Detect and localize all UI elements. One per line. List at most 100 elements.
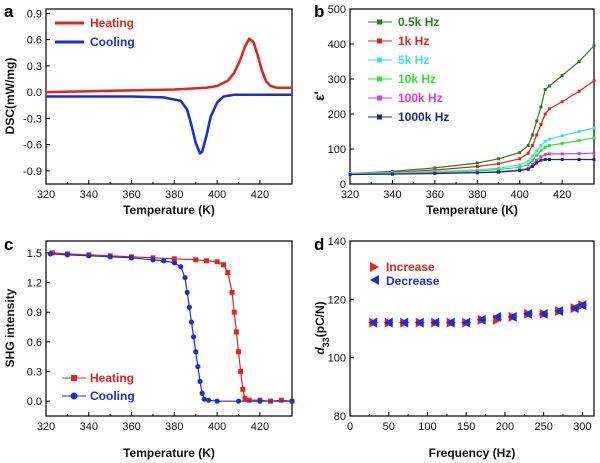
xtick-label: 300 [573,421,591,433]
data-point [240,386,246,392]
data-point [592,79,596,83]
xtick-label: 340 [383,189,401,201]
data-point [526,151,530,155]
legend-c-cooling: Cooling [90,389,135,403]
data-point [539,158,543,162]
data-point [461,317,471,328]
xtick-label: 400 [511,189,529,201]
xtick-label: 420 [251,421,269,433]
ytick-label: -0.6 [23,140,42,152]
xtick-label: 340 [80,421,98,433]
legend-b-marker [377,114,382,120]
data-point [171,256,177,262]
legend-b-item: 1k Hz [398,34,429,48]
data-point [475,171,479,175]
ytick-label: 200 [328,109,346,121]
data-point [592,136,596,140]
data-point [430,317,440,328]
xtick-label: 360 [122,189,140,201]
data-point [203,258,209,264]
legend-b-marker [377,95,382,101]
data-point [577,152,581,156]
data-point [592,126,596,130]
data-point [535,133,539,137]
panel-b-frame [349,8,595,185]
ytick-label: -0.9 [23,166,42,178]
data-point [538,308,548,319]
legend-b-item: 1000k Hz [398,110,449,124]
ytick-label: 80 [334,411,346,423]
data-point [182,274,188,281]
ytick-label: 0.3 [27,61,42,73]
data-point [235,398,242,404]
data-point [539,105,543,109]
data-point [188,319,195,325]
panel-c-letter: c [4,235,13,254]
data-point [368,317,378,328]
ytick-label: 120 [328,294,346,306]
data-point [530,158,534,162]
xtick-label: 360 [426,189,444,201]
data-point [523,308,533,319]
data-point [47,251,53,257]
data-point [199,390,205,396]
panel-b-plot: 320 340 360 380 400 420 0 100 200 300 400 500 [328,4,596,201]
panel-d: d 0 50 100 150 200 250 300 80 100 120 140 Frequenc… [313,235,595,460]
ytick-label: 0.3 [27,367,42,379]
data-point [518,151,522,154]
panel-c-plot: 320 340 360 380 400 420 0.0 0.3 0.6 0.9 1.2 1.5 [27,248,295,433]
data-point [530,163,534,167]
panel-c-frame [45,240,293,417]
panel-d-xlabel: Frequency (Hz) [429,446,516,460]
data-point [348,173,352,177]
data-point [530,154,534,158]
ytick-label: 400 [328,39,346,51]
panel-a-ylabel: DSC(mW/mg) [3,58,17,135]
xtick-label: 320 [37,421,55,433]
xtick-label: 320 [341,189,359,201]
data-point [539,149,543,153]
legend-a-cooling: Cooling [90,35,135,49]
legend-b-marker [377,19,382,25]
data-point [569,303,579,314]
data-point [530,144,534,147]
data-point [543,158,547,161]
series-line-heating [52,252,293,402]
xtick-label: 50 [383,421,395,433]
panel-d-frame [349,240,595,417]
ytick-label: 0.6 [27,35,42,47]
data-point [543,88,547,91]
legend-d-increase-marker [370,262,379,272]
data-point [390,172,394,176]
data-point [414,317,424,328]
legend-b-item: 10k Hz [398,72,436,86]
data-point [205,397,212,403]
panel-d-legend: Increase Decrease [370,260,440,288]
legend-d-increase: Increase [386,260,435,274]
data-point [554,306,564,316]
xtick-label: 380 [468,189,486,201]
xtick-label: 420 [553,189,571,201]
data-point [497,170,501,174]
data-point [518,165,522,169]
legend-c-heating-marker [71,375,77,381]
data-point [526,159,530,163]
data-point [560,152,564,156]
ytick-label: 0.9 [27,8,42,20]
data-point [539,123,543,126]
data-point [193,257,199,263]
data-point [191,334,197,340]
data-point [560,74,564,77]
data-point [64,252,70,258]
data-point [535,119,539,123]
ytick-label: 1.5 [27,248,42,260]
panel-d-letter: d [314,235,324,254]
data-point [231,309,237,315]
legend-d-decrease: Decrease [386,274,440,288]
ytick-label: 0 [340,179,346,191]
data-point [526,163,530,167]
data-point [214,398,220,404]
panel-c-legend: Heating Cooling [62,371,135,403]
xtick-label: 400 [208,189,226,201]
